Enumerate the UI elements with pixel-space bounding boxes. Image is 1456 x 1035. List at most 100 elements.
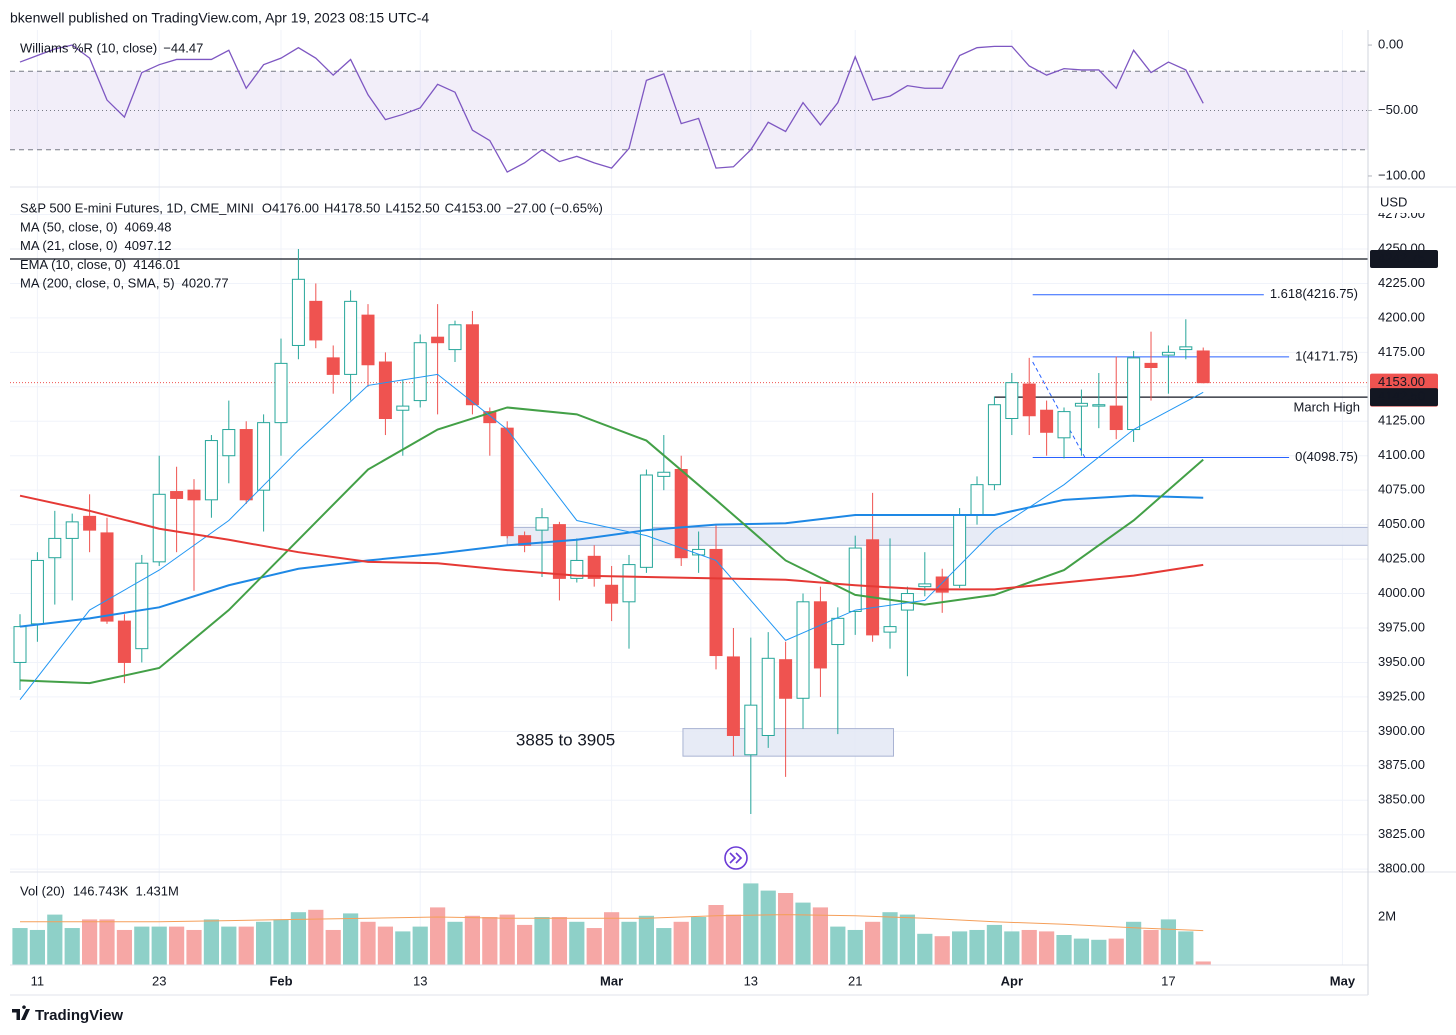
- candle-body: [970, 484, 984, 516]
- x-tick-label: Feb: [269, 973, 292, 988]
- volume-bar: [899, 914, 916, 965]
- y-tick-label: 3900.00: [1378, 723, 1425, 738]
- moving-average: [19, 406, 1204, 685]
- williams-pane: [10, 44, 1368, 173]
- volume-bar: [116, 929, 133, 965]
- volume-bar: [1195, 961, 1211, 965]
- volume-bar: [551, 917, 568, 965]
- candle-body: [709, 548, 723, 657]
- y-tick-label: 3925.00: [1378, 688, 1425, 703]
- x-tick-label: 21: [848, 973, 862, 988]
- candle-body: [117, 620, 131, 663]
- zone-label: 3885 to 3905: [516, 730, 615, 749]
- x-tick-label: 17: [1161, 973, 1175, 988]
- candle-body: [483, 411, 497, 424]
- y-tick-label: 4125.00: [1378, 413, 1425, 428]
- williams-line: [19, 44, 1204, 173]
- volume-bar: [360, 921, 376, 965]
- candle-body: [587, 555, 601, 579]
- candle-body: [1057, 411, 1071, 439]
- volume-bar: [308, 909, 324, 965]
- ohlc-key: L: [385, 200, 392, 215]
- legends: Williams %R (10, close) −44.47 S&P 500 E-m…: [20, 40, 603, 898]
- candle-body: [239, 429, 253, 501]
- candle-body: [674, 468, 688, 559]
- unit-background: [1370, 193, 1450, 213]
- candle-body: [518, 535, 532, 546]
- volume-bar: [1004, 931, 1020, 965]
- candle-body: [639, 474, 653, 568]
- x-tick-label: Apr: [1001, 973, 1023, 988]
- y-tick-label: 4000.00: [1378, 585, 1425, 600]
- candle-body: [257, 422, 271, 491]
- y-tick-label: −100.00: [1378, 167, 1425, 182]
- candle-body: [448, 324, 462, 351]
- candle-body: [918, 583, 932, 588]
- volume-bar: [343, 913, 359, 965]
- volume-bar: [604, 912, 620, 965]
- volume-bar: [47, 914, 63, 965]
- volume-bar: [29, 929, 46, 965]
- y-tick-label: 4075.00: [1378, 482, 1425, 497]
- candle-body: [779, 659, 793, 699]
- y-tick-label: 3800.00: [1378, 861, 1425, 876]
- candle-body: [1005, 382, 1019, 420]
- price-tag-label: 4242.75: [1378, 250, 1425, 265]
- volume-bar: [1108, 938, 1124, 965]
- volume-bar: [830, 926, 846, 965]
- candle-body: [291, 278, 305, 346]
- volume-bar: [917, 933, 933, 965]
- replay-icon[interactable]: [724, 846, 748, 870]
- fib-label: 1.618(4216.75): [1270, 286, 1358, 301]
- y-tick-label: 0.00: [1378, 36, 1403, 51]
- y-tick-label: 4100.00: [1378, 447, 1425, 462]
- grid: [10, 30, 1368, 965]
- x-tick-label: Mar: [600, 973, 623, 988]
- brand-logo: [12, 1005, 30, 1020]
- legend-title: S&P 500 E-mini Futures, 1D, CME_MINI: [20, 200, 254, 215]
- volume-bar: [1143, 929, 1159, 965]
- y-tick-label: 3850.00: [1378, 792, 1425, 807]
- moving-average: [19, 373, 1204, 700]
- fib-label: 0(4098.75): [1295, 449, 1358, 464]
- volume-bar: [64, 928, 80, 965]
- legend-value: 4097.12: [125, 238, 172, 253]
- y-tick-label: 3950.00: [1378, 654, 1425, 669]
- ohlc-value: 4153.00: [454, 200, 501, 215]
- volume-bar: [1073, 938, 1090, 965]
- price-unit: USD: [1380, 194, 1407, 209]
- ohlc-key: C: [445, 200, 454, 215]
- brand-name: TradingView: [35, 1007, 123, 1024]
- volume-bar: [186, 929, 202, 965]
- price-tag: [1370, 388, 1438, 407]
- candle-body: [570, 559, 584, 579]
- volume-bar: [778, 893, 794, 965]
- legend-name: Williams %R (10, close): [20, 40, 157, 55]
- candle-body: [344, 300, 358, 375]
- volume-bar: [1178, 931, 1194, 965]
- volume-bar: [238, 926, 254, 965]
- volume-bar: [221, 926, 237, 965]
- volume-bar: [99, 919, 115, 965]
- y-tick-label: 3975.00: [1378, 619, 1425, 634]
- volume-bar: [812, 907, 829, 965]
- legend-name: MA (50, close, 0): [20, 219, 118, 234]
- volume-bar: [1160, 919, 1177, 965]
- volume-bar: [638, 915, 655, 965]
- ohlc-value: 4178.50: [333, 200, 380, 215]
- legend-name: MA (200, close, 0, SMA, 5): [20, 276, 175, 291]
- volume-bar: [464, 915, 481, 965]
- volume-bar: [847, 929, 863, 965]
- y-tick-label: 3825.00: [1378, 826, 1425, 841]
- volume-bar: [725, 914, 742, 965]
- legend-value: 4069.48: [125, 219, 172, 234]
- replay-arrows[interactable]: [729, 852, 743, 864]
- volume-bar: [795, 902, 811, 965]
- legend-value: 1.431M: [135, 883, 178, 898]
- moving-average: [19, 494, 1204, 591]
- volume-bar: [134, 926, 150, 965]
- volume-bar: [203, 919, 220, 965]
- candle-body: [204, 440, 218, 501]
